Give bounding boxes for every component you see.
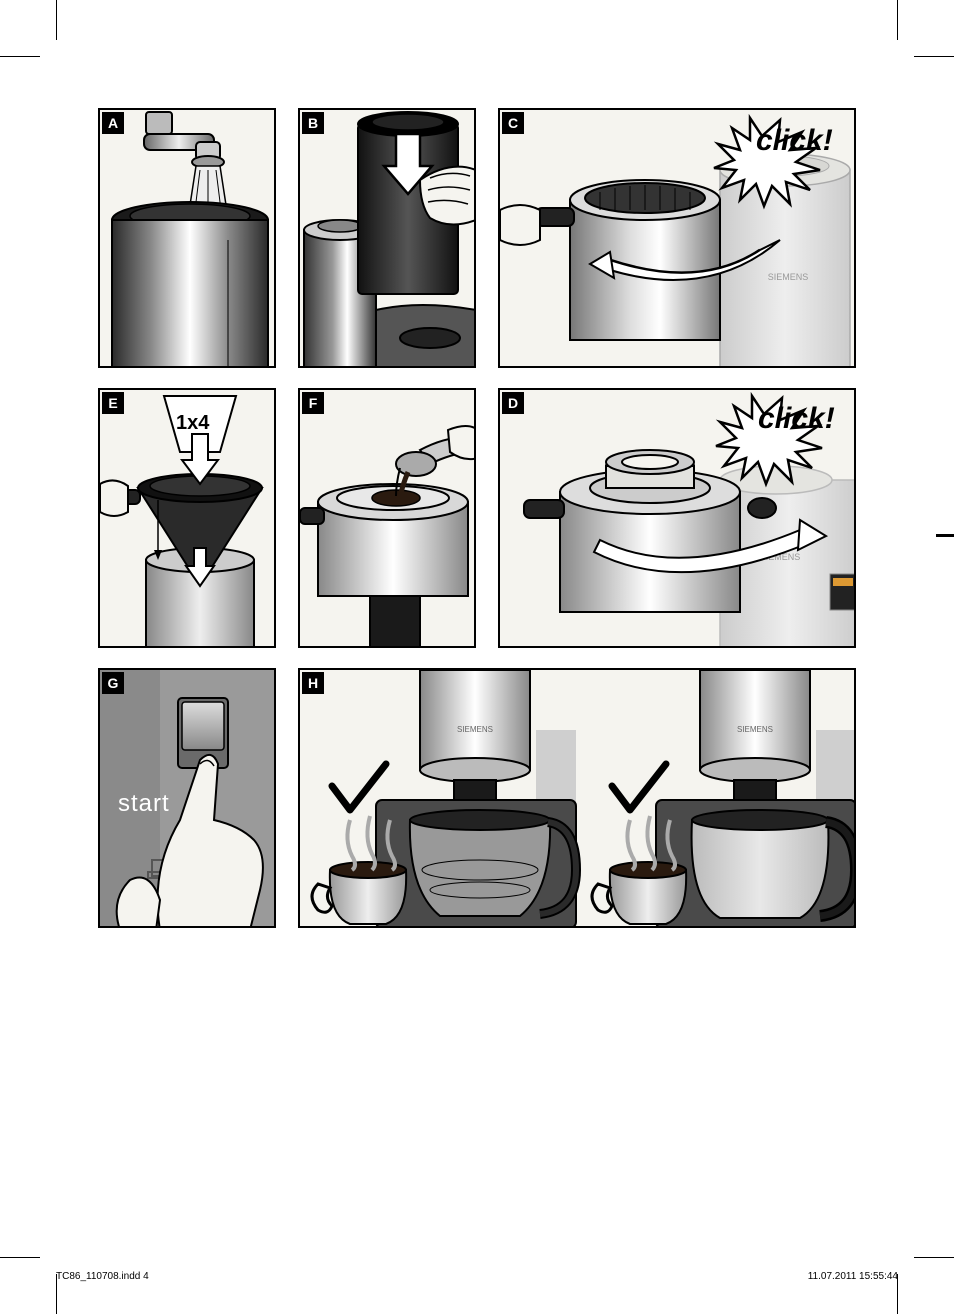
- svg-text:SIEMENS: SIEMENS: [457, 725, 493, 734]
- svg-text:SIEMENS: SIEMENS: [737, 725, 773, 734]
- crop-mark: [0, 1257, 40, 1258]
- panel-b-illustration: [300, 110, 476, 368]
- panel-label: A: [102, 112, 124, 134]
- crop-mark: [897, 0, 898, 40]
- panel-g: G start: [98, 668, 276, 928]
- panel-h: H SIEMENS: [298, 668, 856, 928]
- page-footer: TC86_110708.indd 4 11.07.2011 15:55:44: [56, 1271, 898, 1282]
- crop-mark: [0, 56, 40, 57]
- filter-size-label: 1x4: [176, 412, 209, 435]
- click-label: click!: [758, 402, 835, 436]
- panel-label: E: [102, 392, 124, 414]
- panel-label: C: [502, 112, 524, 134]
- panel-d: D SIEMENS: [498, 388, 856, 648]
- svg-text:SIEMENS: SIEMENS: [768, 272, 809, 282]
- side-tick: [936, 534, 954, 537]
- panel-label: G: [102, 672, 124, 694]
- panel-label: D: [502, 392, 524, 414]
- start-button-label: start: [118, 790, 170, 818]
- panel-label: F: [302, 392, 324, 414]
- crop-mark: [914, 56, 954, 57]
- footer-filename: TC86_110708.indd 4: [56, 1271, 149, 1282]
- footer-timestamp: 11.07.2011 15:55:44: [808, 1271, 898, 1282]
- panel-e: E 1x4: [98, 388, 276, 648]
- crop-mark: [914, 1257, 954, 1258]
- panel-c: C SIEMENS: [498, 108, 856, 368]
- panel-label: B: [302, 112, 324, 134]
- crop-mark: [56, 0, 57, 40]
- panel-h-illustration: SIEMENS SIEMENS: [300, 670, 856, 928]
- panel-label: H: [302, 672, 324, 694]
- panel-f-illustration: [300, 390, 476, 648]
- click-label: click!: [756, 124, 833, 158]
- panel-b: B: [298, 108, 476, 368]
- panel-a-illustration: [100, 110, 276, 368]
- panel-a: A: [98, 108, 276, 368]
- panel-f: F: [298, 388, 476, 648]
